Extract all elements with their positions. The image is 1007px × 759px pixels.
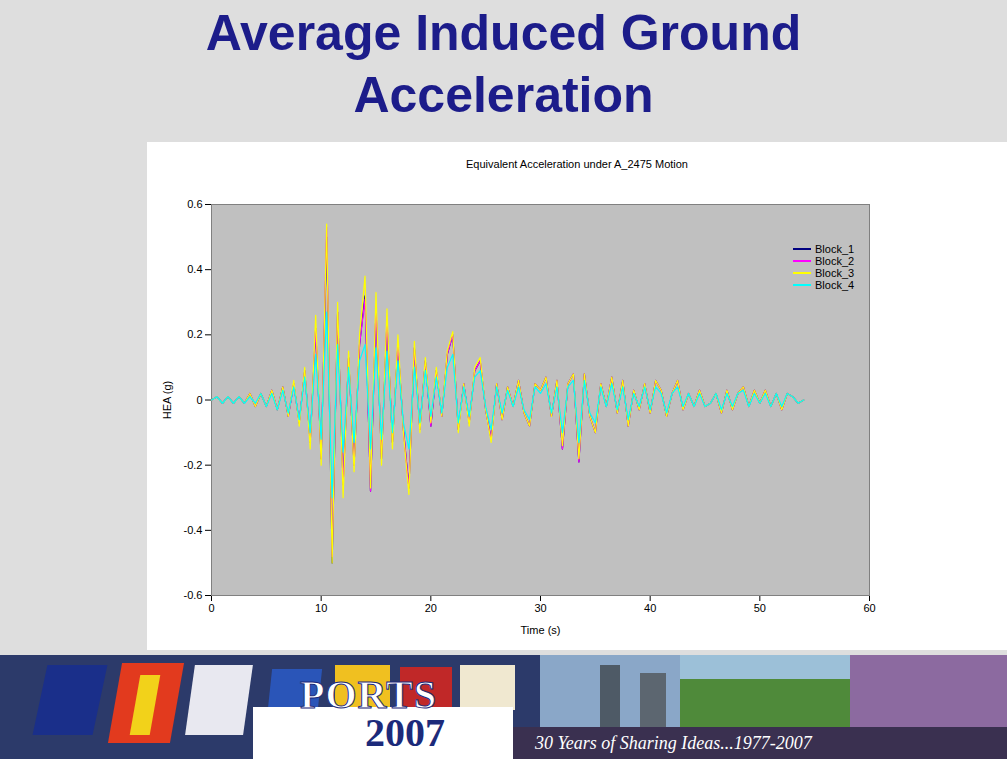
- svg-text:-0.6: -0.6: [184, 589, 203, 601]
- svg-text:50: 50: [754, 602, 766, 614]
- html-text:Block_1: Block_1: [815, 243, 855, 255]
- html-text:30 Years of Sharing Ideas...19: 30 Years of Sharing Ideas...1977-2007: [535, 733, 812, 753]
- svg-text:40: 40: [644, 602, 656, 614]
- html-text:Equivalent Acceleration under: Equivalent Acceleration under A_2475 Mot…: [466, 158, 688, 170]
- svg-text:0.6: 0.6: [187, 198, 202, 210]
- svg-text:0: 0: [208, 602, 214, 614]
- html-text:Block_3: Block_3: [815, 267, 855, 279]
- svg-text:60: 60: [863, 602, 875, 614]
- svg-text:0: 0: [196, 394, 202, 406]
- svg-text:HEA (g): HEA (g): [161, 381, 173, 420]
- svg-text:30: 30: [534, 602, 546, 614]
- svg-text:10: 10: [315, 602, 327, 614]
- svg-text:0.2: 0.2: [187, 328, 202, 340]
- html-text:2007: 2007: [365, 710, 445, 755]
- svg-text:Time (s): Time (s): [521, 624, 561, 636]
- html-text:Average Induced Ground Acceler: Average Induced Ground Acceleration: [205, 5, 802, 123]
- svg-text:0.4: 0.4: [187, 263, 202, 275]
- svg-text:-0.4: -0.4: [184, 524, 203, 536]
- html-text:PORTS: PORTS: [300, 672, 437, 717]
- svg-text:-0.2: -0.2: [184, 459, 203, 471]
- svg-text:20: 20: [425, 602, 437, 614]
- html-text:Block_2: Block_2: [815, 255, 855, 267]
- html-text:Block_4: Block_4: [815, 279, 855, 291]
